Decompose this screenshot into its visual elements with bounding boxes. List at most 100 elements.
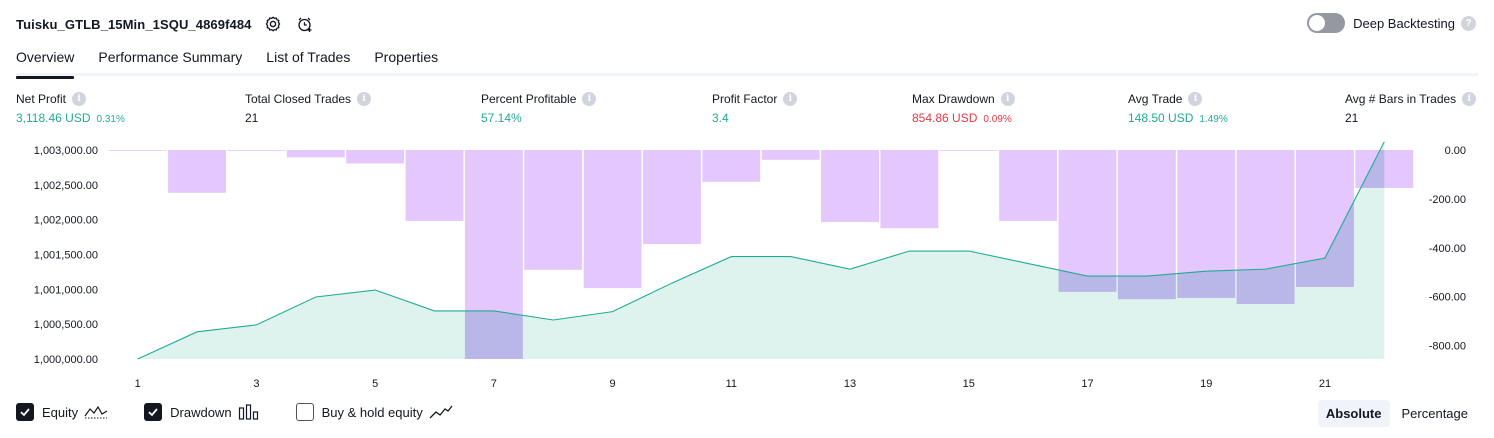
x-axis-tick: 9 — [610, 378, 616, 390]
drawdown-bar — [643, 150, 701, 245]
drawdown-bar — [1058, 150, 1117, 292]
stat-label: Total Closed Trades — [245, 92, 352, 106]
stat-label: Max Drawdown — [912, 92, 995, 106]
drawdown-bars-icon — [238, 404, 260, 420]
x-axis-tick: 7 — [491, 378, 497, 390]
stat-value: 57.14% — [481, 111, 522, 125]
info-icon[interactable]: i — [1188, 92, 1203, 106]
stat-value: 148.50 USD 1.49% — [1128, 111, 1228, 125]
tab-performance-summary[interactable]: Performance Summary — [98, 49, 243, 65]
right-axis-tick: 0.00 — [1445, 145, 1466, 157]
stat-value: 21 — [1345, 111, 1359, 125]
left-axis-tick: 1,000,000.00 — [34, 354, 98, 366]
tab-overview[interactable]: Overview — [16, 44, 75, 79]
info-icon[interactable]: i — [582, 92, 597, 106]
info-icon[interactable]: i — [72, 92, 87, 106]
stat-max-drawdown: Max Drawdown i 854.86 USD 0.09% — [912, 92, 1015, 125]
tab-properties[interactable]: Properties — [374, 49, 439, 65]
drawdown-label: Drawdown — [170, 404, 232, 420]
stat-value: 3.4 — [712, 111, 729, 125]
x-axis-tick: 5 — [372, 378, 378, 390]
drawdown-bar — [405, 150, 464, 221]
add-alert-icon[interactable] — [294, 13, 316, 35]
x-axis-tick: 17 — [1081, 378, 1093, 390]
x-axis-tick: 13 — [844, 378, 856, 390]
deep-backtesting-toggle[interactable] — [1307, 13, 1346, 33]
x-axis-tick: 1 — [135, 378, 141, 390]
right-axis-tick: -200.00 — [1429, 194, 1466, 206]
stat-percent: 0.31% — [96, 114, 125, 125]
stat-value: 21 — [245, 111, 259, 125]
left-axis-tick: 1,002,000.00 — [34, 215, 98, 227]
legend-equity[interactable]: Equity — [16, 403, 108, 421]
toggle-knob — [1309, 15, 1326, 31]
value-mode-switch: Absolute Percentage — [1314, 400, 1476, 427]
left-axis-tick: 1,001,000.00 — [34, 284, 98, 296]
equity-label: Equity — [42, 404, 79, 420]
drawdown-bar — [939, 150, 998, 151]
settings-icon[interactable] — [262, 13, 284, 35]
stat-label: Avg Trade — [1128, 92, 1183, 106]
buy-hold-label: Buy & hold equity — [321, 404, 423, 420]
drawdown-bar — [761, 150, 820, 160]
strategy-title: Tuisku_GTLB_15Min_1SQU_4869f484 — [16, 16, 252, 32]
strategy-header: Tuisku_GTLB_15Min_1SQU_4869f484 — [16, 12, 316, 36]
right-axis-tick: -800.00 — [1429, 341, 1466, 353]
info-icon[interactable]: i — [1000, 92, 1015, 106]
stat-value: 854.86 USD 0.09% — [912, 111, 1015, 125]
drawdown-checkbox[interactable] — [144, 403, 163, 421]
stat-amount: 854.86 USD — [912, 111, 978, 125]
tab-list-of-trades[interactable]: List of Trades — [266, 49, 351, 65]
legend-drawdown[interactable]: Drawdown — [144, 403, 259, 421]
equity-area — [137, 141, 1385, 359]
stat-avg-bars-in-trades: Avg # Bars in Trades i 21 — [1345, 92, 1477, 125]
stat-label: Avg # Bars in Trades — [1345, 92, 1457, 106]
drawdown-bar — [583, 150, 642, 289]
stat-total-closed-trades: Total Closed Trades i 21 — [245, 92, 372, 125]
stat-label: Profit Factor — [712, 92, 778, 106]
buy-hold-checkbox[interactable] — [295, 403, 314, 421]
stat-amount: 3,118.46 USD — [16, 111, 91, 125]
x-axis-tick: 3 — [253, 378, 259, 390]
buy-hold-line-icon — [429, 404, 453, 420]
drawdown-bar — [524, 150, 583, 270]
tab-bar: Overview Performance Summary List of Tra… — [16, 44, 1478, 79]
stat-percent: 0.09% — [983, 114, 1012, 125]
right-axis-tick: -400.00 — [1429, 243, 1466, 255]
drawdown-bar — [168, 150, 226, 193]
drawdown-bar — [702, 150, 761, 182]
deep-backtesting-control: Deep Backtesting ? — [1307, 13, 1476, 33]
info-icon[interactable]: i — [783, 92, 798, 106]
left-axis-tick: 1,002,500.00 — [34, 180, 98, 192]
equity-line — [137, 141, 1385, 360]
x-axis-tick: 19 — [1200, 378, 1212, 390]
stat-avg-trade: Avg Trade i 148.50 USD 1.49% — [1128, 92, 1228, 125]
drawdown-bar — [108, 150, 167, 151]
drawdown-bar — [227, 150, 286, 151]
absolute-button[interactable]: Absolute — [1317, 400, 1390, 427]
x-axis-tick: 11 — [726, 378, 737, 390]
info-icon[interactable]: i — [1462, 92, 1477, 106]
drawdown-bar — [286, 150, 345, 158]
help-icon[interactable]: ? — [1461, 15, 1476, 31]
equity-drawdown-chart[interactable]: 1,003,000.00 1,002,500.00 1,002,000.00 1,00… — [0, 140, 1494, 395]
equity-line-icon — [84, 404, 108, 420]
stat-net-profit: Net Profit i 3,118.46 USD 0.31% — [16, 92, 125, 125]
stat-profit-factor: Profit Factor i 3.4 — [712, 92, 798, 125]
info-icon[interactable]: i — [357, 92, 372, 106]
stat-amount: 148.50 USD — [1128, 111, 1194, 125]
stat-label: Percent Profitable — [481, 92, 577, 106]
drawdown-bar — [821, 150, 879, 223]
stat-percent-profitable: Percent Profitable i 57.14% — [481, 92, 597, 125]
legend-buy-hold-equity[interactable]: Buy & hold equity — [295, 403, 453, 421]
right-axis-tick: -600.00 — [1429, 292, 1466, 304]
stat-value: 3,118.46 USD 0.31% — [16, 111, 125, 125]
left-axis-tick: 1,001,500.00 — [34, 250, 98, 262]
x-axis-tick: 15 — [963, 378, 975, 390]
equity-checkbox[interactable] — [16, 403, 34, 421]
drawdown-bar — [346, 150, 405, 164]
deep-backtesting-label: Deep Backtesting — [1353, 15, 1455, 31]
chart-legend: Equity Drawdown Buy & hold equity — [16, 403, 489, 421]
stat-label: Net Profit — [16, 92, 67, 106]
percentage-button[interactable]: Percentage — [1401, 406, 1469, 421]
